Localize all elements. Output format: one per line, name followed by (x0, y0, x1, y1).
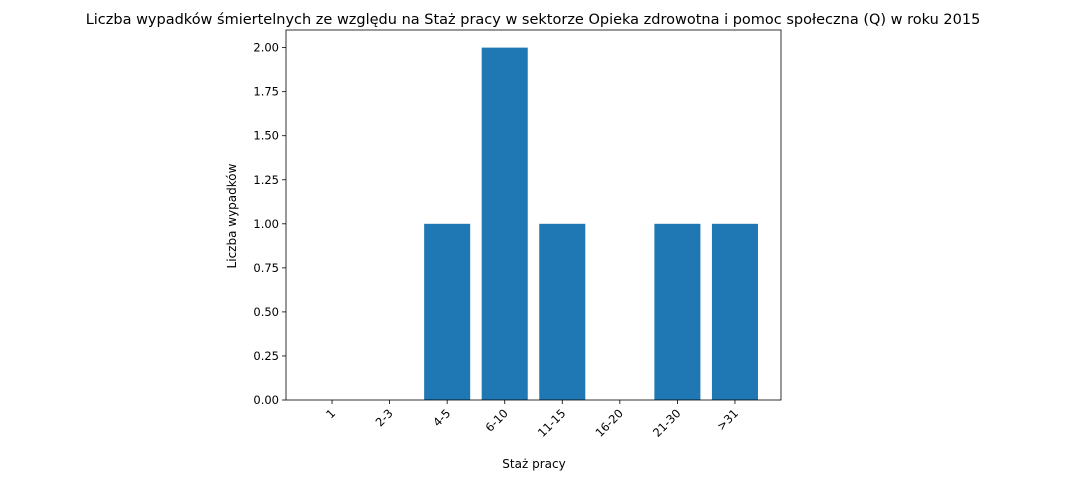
y-tick-label-8: 2.00 (253, 41, 279, 55)
x-tick-label-2: 4-5 (430, 406, 453, 429)
x-tick-label-3: 6-10 (482, 406, 510, 434)
bar-4 (539, 223, 586, 400)
y-axis: 0.00 0.25 0.50 0.75 1.00 1.25 1.50 1.75 2.00 (253, 41, 286, 407)
y-tick-label-7: 1.75 (253, 85, 279, 99)
bar-2 (424, 223, 471, 400)
y-tick-label-5: 1.25 (253, 173, 279, 187)
x-tick-label-4: 11-15 (535, 406, 569, 440)
x-tick-label-1: 2-3 (373, 406, 396, 429)
y-tick-label-6: 1.50 (253, 129, 279, 143)
bars-group (424, 47, 758, 400)
x-tick-label-7: >31 (714, 406, 741, 433)
plot-frame (285, 29, 782, 401)
y-tick-label-4: 1.00 (253, 217, 279, 231)
x-tick-label-0: 1 (323, 406, 338, 421)
bar-3 (481, 47, 528, 400)
y-tick-label-1: 0.25 (253, 349, 279, 363)
x-tick-label-5: 16-20 (592, 406, 626, 440)
x-tick-label-6: 21-30 (650, 406, 684, 440)
bar-7 (711, 223, 758, 400)
x-axis-label: Staż pracy (502, 457, 565, 471)
bar-6 (654, 223, 701, 400)
y-tick-label-0: 0.00 (253, 393, 279, 407)
y-tick-label-3: 0.75 (253, 261, 279, 275)
x-axis: 1 2-3 4-5 6-10 11-15 16-20 21-30 >31 (323, 400, 741, 440)
y-tick-label-2: 0.50 (253, 305, 279, 319)
y-axis-label: Liczba wypadków (225, 163, 239, 268)
chart-title: Liczba wypadków śmiertelnych ze względu … (86, 12, 981, 28)
